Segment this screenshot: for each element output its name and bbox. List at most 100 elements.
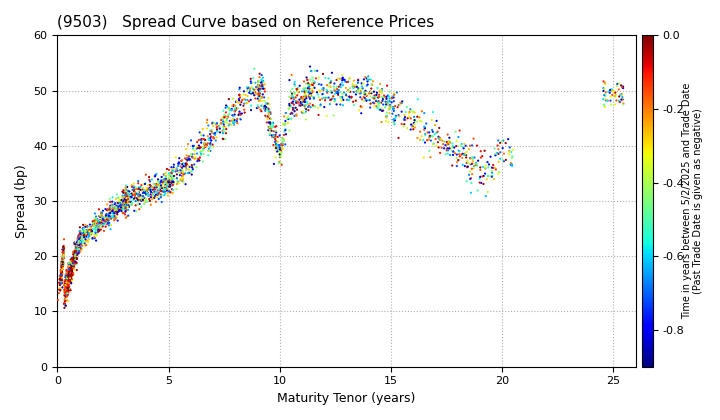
Point: [112, 211, 123, 218]
Point: [59, 287, 71, 294]
Point: [256, 77, 268, 84]
Point: [270, 131, 282, 138]
Point: [314, 97, 325, 103]
Point: [302, 88, 314, 95]
Point: [55, 258, 67, 265]
Point: [300, 90, 311, 97]
Point: [475, 148, 487, 155]
Point: [302, 104, 314, 110]
Point: [312, 91, 324, 98]
Point: [64, 272, 76, 278]
Point: [329, 97, 341, 104]
Point: [66, 255, 78, 261]
Point: [158, 176, 170, 183]
Point: [63, 276, 74, 283]
Point: [286, 109, 297, 116]
Point: [140, 190, 152, 197]
Point: [300, 105, 311, 112]
Point: [160, 169, 171, 176]
Point: [85, 228, 96, 235]
Point: [102, 211, 113, 218]
Point: [325, 96, 337, 103]
Point: [222, 105, 234, 111]
Point: [62, 280, 73, 286]
Point: [438, 138, 450, 145]
Point: [280, 110, 292, 116]
Point: [135, 195, 146, 202]
Point: [184, 156, 196, 163]
Point: [405, 126, 416, 133]
Point: [296, 94, 307, 101]
Point: [68, 239, 80, 246]
Point: [59, 284, 71, 291]
Point: [136, 187, 148, 194]
Point: [105, 226, 117, 233]
Point: [65, 264, 76, 270]
Point: [262, 106, 274, 113]
Point: [305, 95, 316, 102]
Point: [290, 99, 302, 106]
Point: [111, 210, 122, 217]
Point: [186, 171, 197, 178]
Point: [211, 120, 222, 126]
Point: [177, 169, 189, 176]
Point: [359, 89, 371, 96]
Point: [91, 226, 102, 232]
Point: [271, 148, 283, 155]
Point: [158, 171, 170, 178]
Point: [616, 91, 628, 97]
Point: [474, 173, 486, 180]
Point: [71, 244, 83, 250]
Point: [66, 263, 77, 270]
Point: [348, 82, 359, 89]
Point: [250, 79, 261, 86]
Point: [238, 100, 250, 107]
Point: [114, 207, 125, 214]
Point: [66, 279, 77, 286]
Point: [287, 90, 298, 97]
Point: [119, 203, 130, 210]
Point: [166, 179, 177, 186]
Point: [290, 104, 302, 111]
Point: [55, 275, 67, 282]
Point: [186, 153, 198, 160]
Point: [203, 147, 215, 154]
Point: [203, 145, 215, 152]
Point: [490, 152, 501, 158]
Point: [274, 144, 285, 151]
Point: [359, 89, 370, 96]
Point: [202, 152, 214, 159]
Point: [57, 249, 68, 256]
Point: [117, 199, 129, 205]
Point: [352, 76, 364, 83]
Point: [425, 137, 436, 144]
Point: [62, 283, 73, 289]
Point: [58, 260, 69, 266]
Point: [66, 266, 77, 273]
Point: [156, 188, 168, 195]
Point: [126, 190, 138, 197]
Point: [266, 128, 277, 134]
Point: [231, 116, 243, 122]
Point: [119, 204, 130, 211]
Point: [302, 80, 314, 87]
Point: [58, 286, 70, 293]
Point: [89, 231, 100, 238]
Point: [66, 272, 78, 279]
Point: [120, 190, 132, 197]
Point: [135, 184, 146, 190]
Point: [60, 292, 71, 299]
Point: [271, 142, 282, 149]
Point: [300, 108, 312, 115]
Point: [161, 186, 173, 193]
Point: [86, 221, 98, 228]
Point: [112, 208, 123, 215]
Point: [264, 109, 275, 116]
Point: [305, 100, 316, 107]
Point: [251, 84, 262, 90]
Point: [117, 207, 128, 214]
Point: [243, 84, 254, 91]
Point: [340, 78, 351, 85]
Point: [308, 95, 320, 102]
Point: [480, 162, 492, 169]
